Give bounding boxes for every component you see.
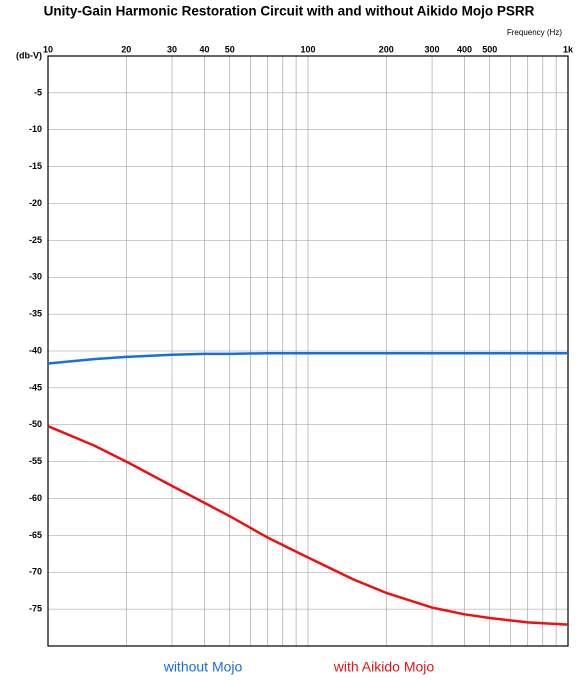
x-tick-label: 1k bbox=[563, 44, 574, 54]
y-tick-label: -30 bbox=[29, 272, 42, 282]
y-tick-label: -5 bbox=[34, 87, 42, 97]
x-tick-label: 20 bbox=[121, 44, 131, 54]
y-tick-label: -50 bbox=[29, 419, 42, 429]
x-tick-label: 400 bbox=[457, 44, 472, 54]
legend-entry: with Aikido Mojo bbox=[333, 659, 435, 675]
x-tick-label: 40 bbox=[200, 44, 210, 54]
y-tick-label: -55 bbox=[29, 456, 42, 466]
x-tick-label: 200 bbox=[379, 44, 394, 54]
y-tick-label: -60 bbox=[29, 493, 42, 503]
legend-entry: without Mojo bbox=[163, 659, 243, 675]
x-tick-label: 500 bbox=[482, 44, 497, 54]
x-tick-label: 300 bbox=[425, 44, 440, 54]
y-tick-label: -45 bbox=[29, 382, 42, 392]
y-tick-label: -20 bbox=[29, 198, 42, 208]
series-line bbox=[47, 351, 568, 365]
y-tick-label: -10 bbox=[29, 124, 42, 134]
x-tick-label: 30 bbox=[167, 44, 177, 54]
x-tick-label: 50 bbox=[225, 44, 235, 54]
y-tick-label: -65 bbox=[29, 530, 42, 540]
y-tick-label: -70 bbox=[29, 567, 42, 577]
y-tick-label: -75 bbox=[29, 604, 42, 614]
y-tick-label: -40 bbox=[29, 345, 42, 355]
y-tick-label: (db-V) bbox=[16, 50, 42, 60]
x-tick-label: 100 bbox=[300, 44, 315, 54]
y-tick-label: -15 bbox=[29, 161, 42, 171]
y-tick-label: -35 bbox=[29, 309, 42, 319]
y-tick-label: -25 bbox=[29, 235, 42, 245]
chart-title: Unity-Gain Harmonic Restoration Circuit … bbox=[44, 4, 535, 19]
plot-frame bbox=[47, 55, 569, 647]
series-line bbox=[47, 425, 569, 626]
x-tick-label: 10 bbox=[43, 44, 53, 54]
x-axis-label: Frequency (Hz) bbox=[507, 28, 562, 37]
